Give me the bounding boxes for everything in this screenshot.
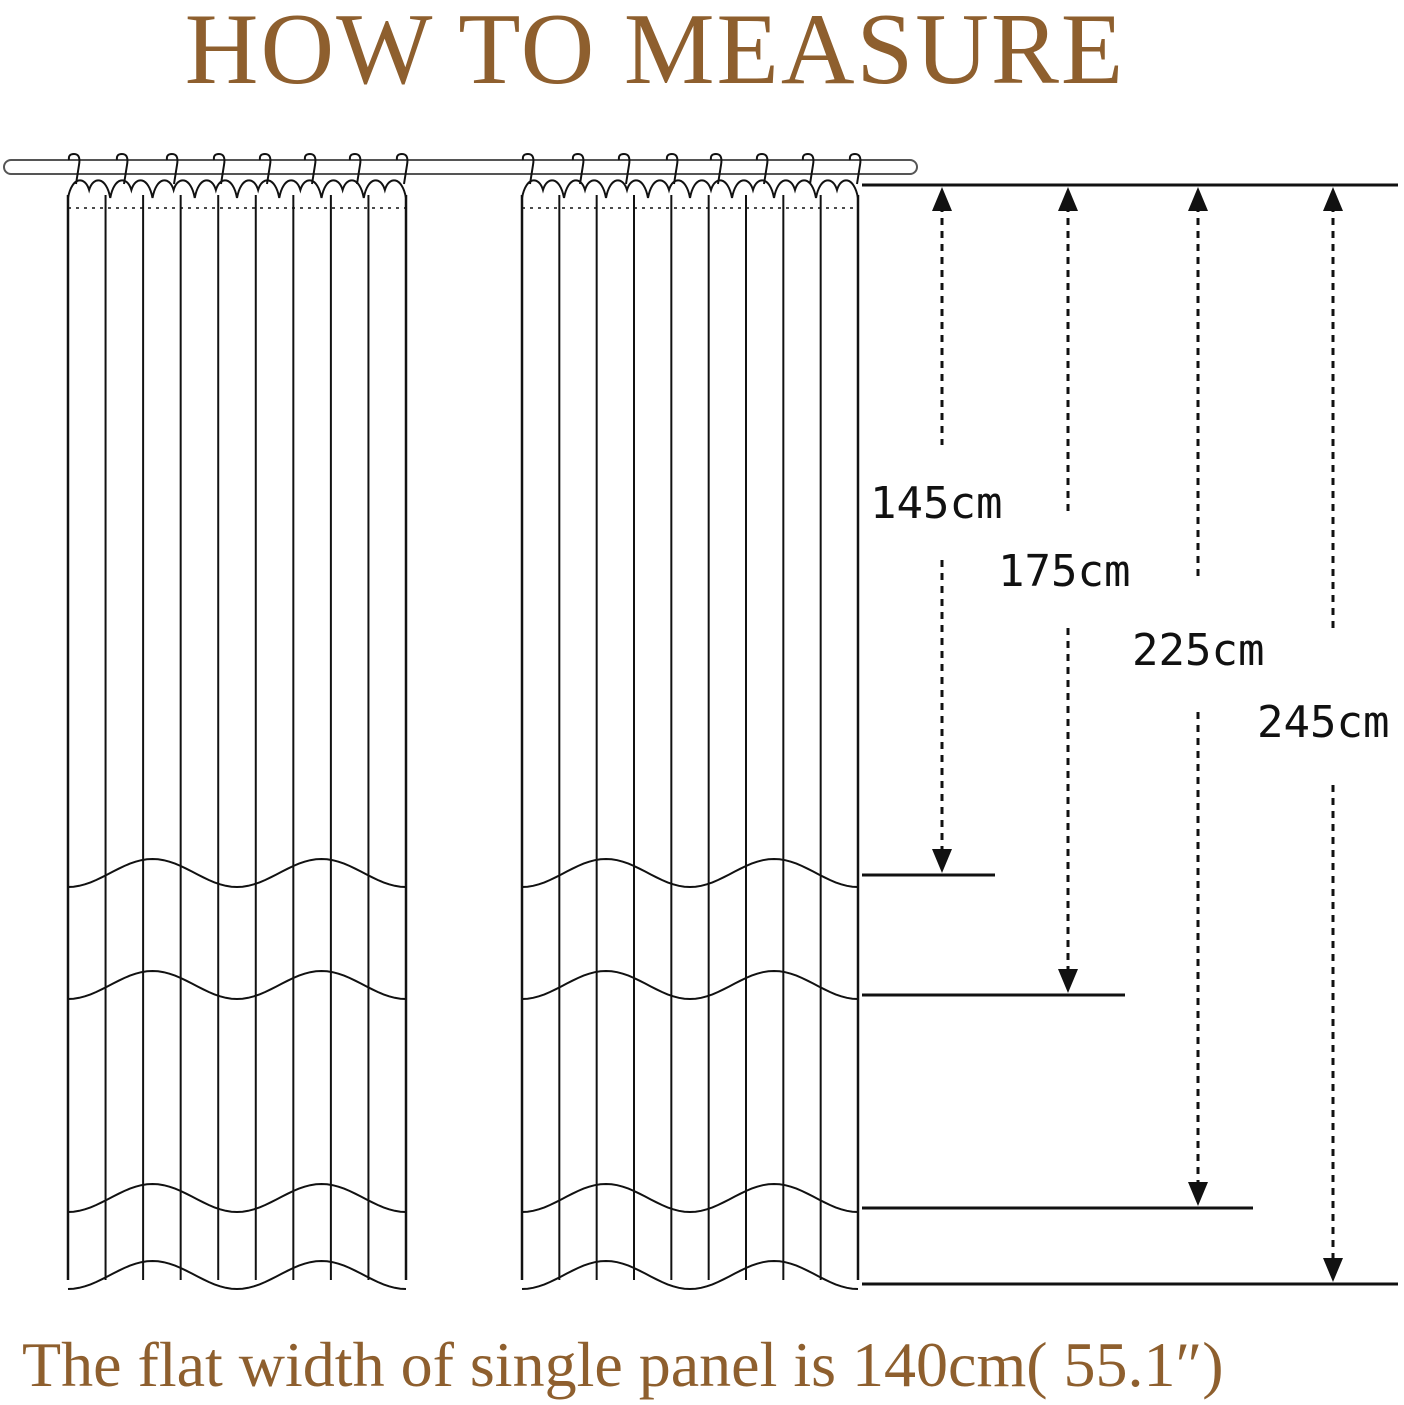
curtain-hook-icon — [521, 152, 535, 185]
curtain-hook-icon — [258, 152, 272, 185]
curtain-hook-icon — [755, 152, 769, 185]
curtain-rod — [3, 159, 918, 175]
curtain-hook-icon — [67, 152, 81, 185]
curtain-panel-2 — [520, 152, 862, 1291]
curtain-hook-icon — [801, 152, 815, 185]
arrow-down-icon — [1188, 1182, 1208, 1206]
measurement-145 — [862, 187, 995, 877]
curtain-hem-wave-3 — [67, 1182, 407, 1214]
curtain-hem-wave-3 — [521, 1182, 859, 1214]
curtain-hook-icon — [115, 152, 129, 185]
length-label-225: 225cm — [1132, 625, 1264, 676]
curtain-hook-icon — [303, 152, 317, 185]
arrow-up-icon — [932, 187, 952, 211]
curtain-hook-icon — [395, 152, 409, 185]
arrow-down-icon — [1323, 1258, 1343, 1282]
curtain-hem-wave-1 — [521, 857, 859, 889]
length-label-175: 175cm — [998, 546, 1130, 597]
curtain-hook-icon — [348, 152, 362, 185]
length-label-145: 145cm — [870, 478, 1002, 529]
measurement-175 — [862, 187, 1125, 997]
measurement-245 — [862, 187, 1398, 1286]
curtain-header-ruffle — [521, 179, 859, 199]
curtain-hook-icon — [848, 152, 862, 185]
page-title: HOW TO MEASURE — [184, 0, 1126, 106]
length-label-245: 245cm — [1257, 697, 1389, 748]
arrow-up-icon — [1188, 187, 1208, 211]
curtain-hook-icon — [165, 152, 179, 185]
arrow-down-icon — [932, 849, 952, 873]
curtain-header-ruffle — [67, 179, 407, 199]
curtain-panel-1 — [66, 152, 409, 1291]
curtain-panels — [66, 152, 862, 1291]
measurement-lines — [862, 183, 1398, 1286]
curtain-hook-icon — [212, 152, 226, 185]
measurement-labels: 145cm 175cm 225cm 245cm — [870, 478, 1389, 748]
arrow-down-icon — [1058, 969, 1078, 993]
curtain-hook-icon — [571, 152, 585, 185]
curtain-hook-icon — [617, 152, 631, 185]
panel-width-note: The flat width of single panel is 140cm(… — [22, 1329, 1224, 1400]
curtain-hem-wave-4 — [521, 1259, 859, 1291]
curtain-hem-wave-4 — [67, 1259, 407, 1291]
curtain-hook-icon — [709, 152, 723, 185]
measurement-225 — [862, 187, 1253, 1210]
curtain-hem-wave-2 — [521, 969, 859, 1001]
arrow-up-icon — [1323, 187, 1343, 211]
curtain-hook-icon — [665, 152, 679, 185]
curtain-hem-wave-1 — [67, 857, 407, 889]
curtain-hem-wave-2 — [67, 969, 407, 1001]
arrow-up-icon — [1058, 187, 1078, 211]
